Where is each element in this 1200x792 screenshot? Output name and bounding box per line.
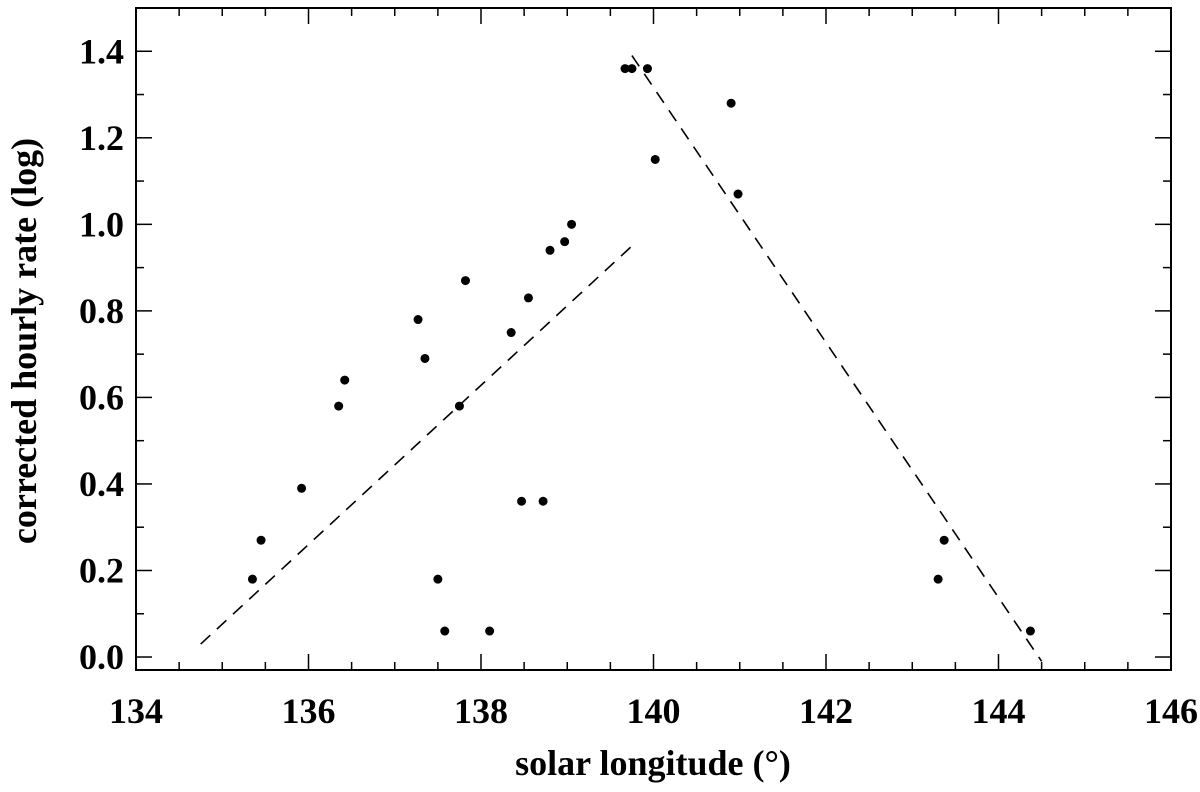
data-point xyxy=(297,483,307,493)
axis-ticks xyxy=(135,7,1172,670)
data-point xyxy=(523,293,533,303)
data-point xyxy=(545,245,555,255)
data-point xyxy=(413,315,423,325)
x-tick-label: 138 xyxy=(454,691,508,731)
data-point xyxy=(1025,626,1035,636)
y-tick-label: 1.2 xyxy=(79,118,124,158)
x-tick-label: 142 xyxy=(799,691,853,731)
y-tick-label: 0.6 xyxy=(79,377,124,417)
data-point xyxy=(560,237,570,247)
data-point xyxy=(650,154,660,164)
y-tick-label: 1.4 xyxy=(79,31,124,71)
x-tick-label: 146 xyxy=(1144,691,1198,731)
data-point xyxy=(485,626,495,636)
data-point xyxy=(506,328,516,338)
data-points xyxy=(247,64,1035,636)
data-point xyxy=(642,64,652,74)
plot-frame xyxy=(135,7,1172,671)
y-axis-title: corrected hourly rate (log) xyxy=(4,138,44,544)
x-tick-label: 140 xyxy=(627,691,681,731)
data-point xyxy=(627,64,637,74)
data-point xyxy=(440,626,450,636)
y-tick-label: 0.4 xyxy=(79,464,124,504)
data-point xyxy=(620,64,630,74)
data-point xyxy=(247,574,257,584)
data-point xyxy=(256,535,266,545)
trend-lines xyxy=(200,55,1043,662)
x-tick-label: 134 xyxy=(109,691,163,731)
data-point xyxy=(454,401,464,411)
data-point xyxy=(933,574,943,584)
tick-labels: 134 136 138 140 142 144 146 0.0 0.2 0.4 0.6 0.8 1.0 1… xyxy=(79,31,1198,731)
x-tick-label: 136 xyxy=(282,691,336,731)
y-tick-label: 1.0 xyxy=(79,204,124,244)
x-tick-label: 144 xyxy=(972,691,1026,731)
data-point xyxy=(939,535,949,545)
data-point xyxy=(726,98,736,108)
data-point xyxy=(460,276,470,286)
data-point xyxy=(420,353,430,363)
y-tick-label: 0.0 xyxy=(79,637,124,677)
trend-line-2 xyxy=(631,55,1043,662)
data-point xyxy=(538,496,548,506)
y-tick-label: 0.8 xyxy=(79,291,124,331)
x-axis-title: solar longitude (°) xyxy=(515,743,791,783)
y-tick-label: 0.2 xyxy=(79,550,124,590)
trend-line-1 xyxy=(200,245,633,645)
data-point xyxy=(340,375,350,385)
data-point xyxy=(733,189,743,199)
data-point xyxy=(567,219,577,229)
data-point xyxy=(517,496,527,506)
data-point xyxy=(433,574,443,584)
data-point xyxy=(334,401,344,411)
